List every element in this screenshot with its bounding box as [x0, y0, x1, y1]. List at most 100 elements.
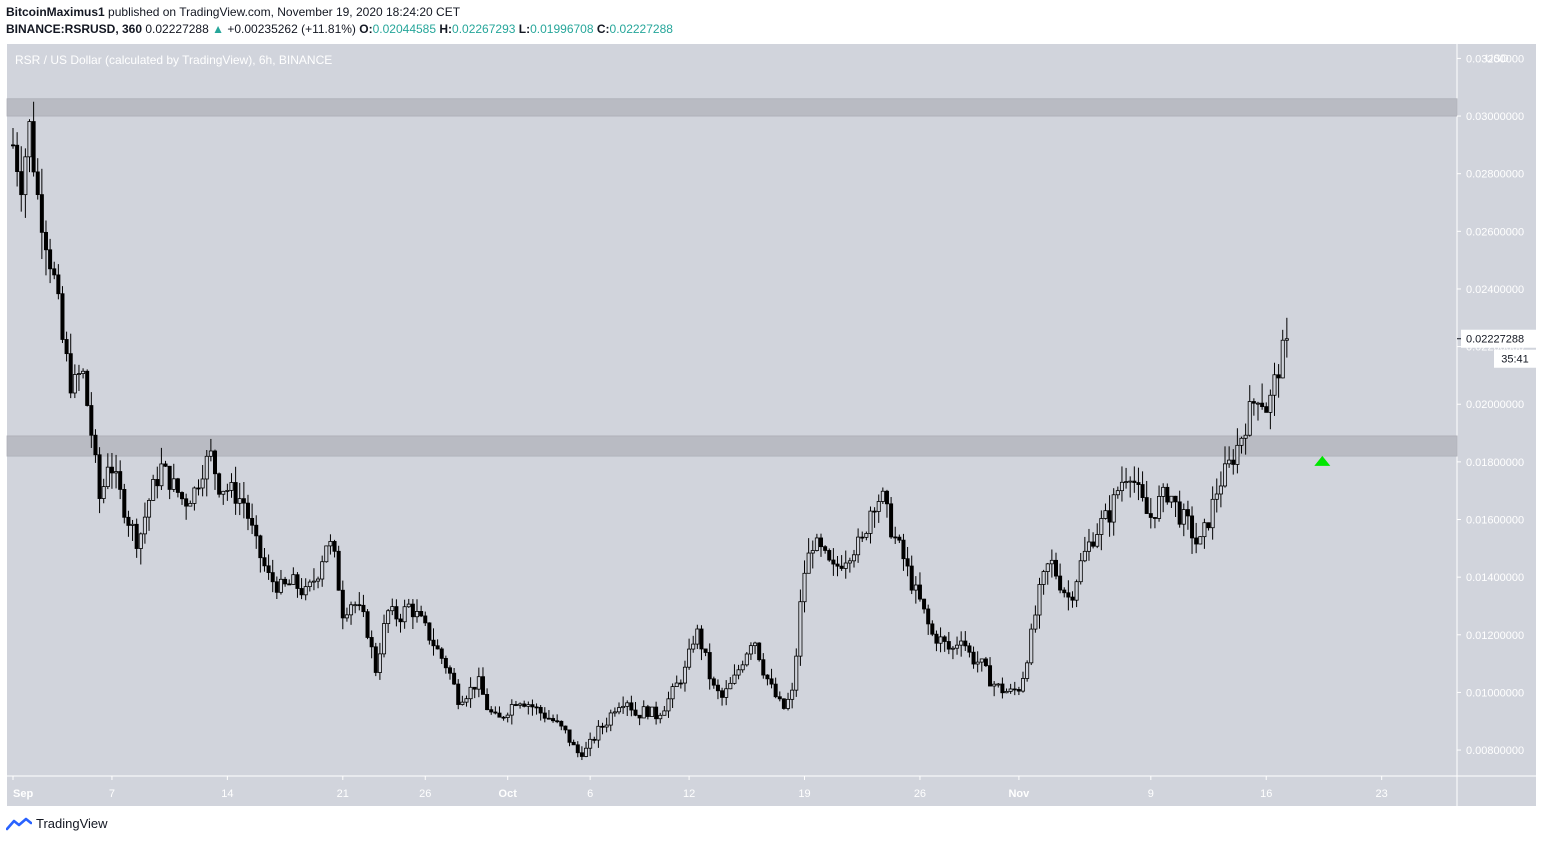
- time-tick-label: 7: [109, 788, 115, 800]
- candle-body: [959, 640, 964, 646]
- author-name[interactable]: BitcoinMaximus1: [6, 5, 105, 19]
- candle-body: [592, 738, 597, 741]
- candle-body: [217, 473, 222, 495]
- last-price-box: [1461, 329, 1536, 348]
- candle-body: [1091, 541, 1096, 547]
- last-price-label: 0.02227288: [1466, 334, 1524, 346]
- candle-body: [641, 706, 646, 719]
- countdown-box: [1494, 349, 1536, 368]
- candle-body: [435, 645, 440, 650]
- candle-body: [649, 706, 654, 717]
- candle-body: [988, 665, 993, 687]
- time-tick-label: 26: [914, 788, 926, 800]
- candle-body: [167, 465, 172, 490]
- candle-body: [798, 601, 803, 657]
- change-value: +0.00235262 (+11.81%): [227, 22, 356, 36]
- candle-body: [604, 724, 609, 728]
- candle-body: [324, 545, 329, 563]
- tradingview-logo[interactable]: TradingView: [6, 816, 108, 831]
- candle-body: [1144, 497, 1149, 514]
- open-value: 0.02044585: [372, 22, 437, 36]
- time-axis[interactable]: [7, 776, 1536, 806]
- candle-body: [1148, 513, 1153, 518]
- candle-body: [151, 479, 156, 501]
- candle-body: [262, 557, 267, 567]
- candle-body: [394, 606, 399, 620]
- candle-body: [336, 550, 341, 591]
- candle-body: [534, 706, 539, 709]
- candle-body: [621, 705, 626, 709]
- low-label: L:: [518, 22, 531, 36]
- candle-body: [1128, 480, 1133, 483]
- time-tick-label: Nov: [1008, 788, 1030, 800]
- candle-body: [691, 643, 696, 650]
- candle-body: [476, 676, 481, 690]
- candle-body: [876, 501, 881, 512]
- candle-body: [967, 645, 972, 653]
- candle-body: [109, 466, 114, 474]
- candle-body: [1000, 683, 1005, 694]
- candle-body: [1016, 689, 1021, 692]
- candle-body: [1078, 560, 1083, 583]
- price-axis[interactable]: [1457, 44, 1536, 776]
- candle-body: [728, 682, 733, 690]
- candle-body: [134, 523, 139, 549]
- zone-support-resistance: [6, 435, 1458, 457]
- candle-body: [769, 678, 774, 685]
- candle-body: [406, 603, 411, 608]
- candle-body: [1058, 575, 1063, 591]
- candle-body: [682, 666, 687, 684]
- candle-body: [208, 450, 213, 457]
- plot-area[interactable]: [7, 44, 1457, 776]
- candle-body: [163, 463, 168, 467]
- candle-body: [579, 752, 584, 757]
- candle-body: [501, 716, 506, 719]
- candle-body: [130, 523, 135, 526]
- candle-body: [546, 717, 551, 720]
- candle-body: [266, 565, 271, 573]
- candle-body: [955, 644, 960, 649]
- candle-body: [860, 536, 865, 539]
- candle-body: [365, 611, 370, 638]
- candle-body: [258, 535, 263, 559]
- candle-body: [913, 584, 918, 591]
- candle-body: [551, 718, 556, 722]
- candle-body: [39, 194, 44, 233]
- candle-body: [497, 712, 502, 718]
- candle-body: [118, 471, 123, 490]
- candle-body: [835, 563, 840, 567]
- candle-body: [188, 503, 193, 507]
- candle-body: [584, 747, 589, 757]
- candle-body: [748, 645, 753, 655]
- candle-body: [447, 667, 452, 674]
- candle-body: [1103, 510, 1108, 519]
- candle-body: [1260, 402, 1265, 408]
- candle-body: [1107, 510, 1112, 523]
- candle-body: [171, 478, 176, 490]
- candle-body: [155, 479, 160, 487]
- close-value: 0.02227288: [609, 22, 673, 36]
- candle-body: [971, 651, 976, 665]
- price-tick-label: 0.01800000: [1466, 457, 1524, 469]
- candle-body: [790, 689, 795, 700]
- price-tick-label: 0.02600000: [1466, 226, 1524, 238]
- candle-body: [1284, 338, 1289, 341]
- time-tick-label: 23: [1376, 788, 1388, 800]
- high-label: H:: [439, 22, 453, 36]
- candle-body: [1049, 559, 1054, 565]
- candle-body: [732, 674, 737, 684]
- candle-body: [608, 712, 613, 726]
- candle-body: [530, 704, 535, 708]
- candle-body: [827, 550, 832, 561]
- publish-line: BitcoinMaximus1 published on TradingView…: [6, 5, 460, 19]
- price-tick-label: 0.01400000: [1466, 572, 1524, 584]
- candle-body: [1041, 571, 1046, 585]
- price-tick-label: 0.03200000: [1466, 53, 1524, 65]
- candle-body: [505, 714, 510, 718]
- candle-body: [864, 533, 869, 538]
- candle-body: [35, 171, 40, 196]
- ohlc-line: BINANCE:RSRUSD, 360 0.02227288 ▲ +0.0023…: [6, 22, 673, 36]
- low-value: 0.01996708: [530, 22, 594, 36]
- candle-body: [938, 636, 943, 644]
